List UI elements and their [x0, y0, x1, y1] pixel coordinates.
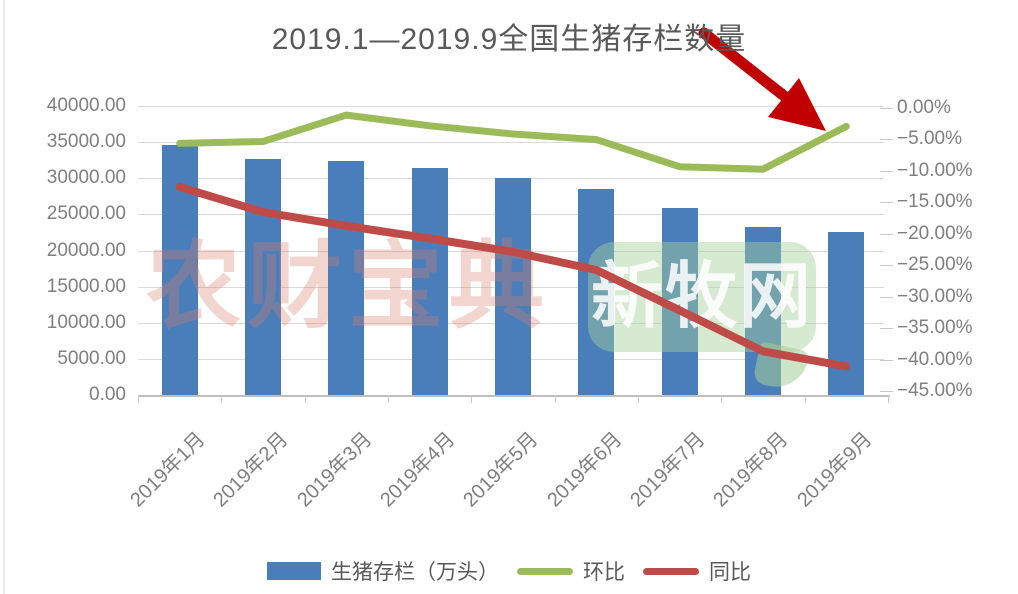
- y-axis-tick-label: 40000.00: [46, 95, 126, 116]
- secondary-axis-tick-label: −30.00%: [897, 285, 973, 307]
- secondary-axis-tick-label: −45.00%: [897, 380, 973, 401]
- axis-tick: [880, 296, 893, 298]
- secondary-axis-tick-label: −20.00%: [897, 222, 973, 244]
- legend-item-0: 生猪存栏（万头）: [267, 556, 499, 586]
- chart-title: 2019.1—2019.9全国生猪存栏数量: [271, 23, 747, 56]
- gridline: [138, 142, 884, 144]
- watermark-nongcaibaodian: 农财宝典: [146, 234, 551, 340]
- axis-tick: [880, 202, 893, 203]
- y-axis-tick-label: 10000.00: [46, 311, 126, 333]
- legend-line-swatch: [643, 567, 699, 575]
- y-axis-tick-label: 20000.00: [46, 239, 126, 261]
- x-axis-label: 2019年9月: [792, 428, 877, 512]
- legend-label: 同比: [709, 561, 751, 584]
- secondary-axis-tick-label: −40.00%: [897, 348, 973, 370]
- axis-tick: [880, 107, 893, 109]
- x-axis-label: 2019年6月: [542, 428, 627, 512]
- x-axis-label: 2019年5月: [459, 428, 543, 512]
- watermark-xinmuwang-bubble: 新牧网: [588, 242, 816, 352]
- legend-item-1: 环比: [517, 556, 625, 586]
- axis-tick: [880, 359, 893, 361]
- x-axis-label: 2019年1月: [126, 428, 210, 512]
- inventory-bar: [828, 231, 865, 395]
- axis-tick: [880, 233, 893, 235]
- y-axis-tick-label: 0.00: [89, 384, 126, 405]
- legend-item-2: 同比: [643, 556, 751, 586]
- axis-tick: [388, 395, 389, 403]
- secondary-axis-tick-label: −35.00%: [897, 317, 973, 338]
- axis-tick: [880, 265, 893, 266]
- y-axis-tick-label: 35000.00: [46, 131, 126, 153]
- x-axis-label: 2019年2月: [209, 428, 293, 512]
- axis-tick: [721, 395, 723, 403]
- axis-tick: [221, 395, 223, 403]
- y-axis-tick-label: 15000.00: [46, 275, 126, 297]
- x-axis-line: [138, 395, 890, 397]
- axis-tick: [304, 395, 306, 403]
- axis-tick: [138, 395, 139, 403]
- secondary-axis-tick-label: −5.00%: [897, 128, 962, 149]
- y-axis-tick-label: 30000.00: [46, 167, 126, 189]
- y-axis-tick-label: 25000.00: [46, 203, 126, 225]
- legend-bar-swatch: [267, 562, 321, 580]
- x-axis-label: 2019年8月: [709, 428, 793, 512]
- legend-line-swatch: [517, 567, 573, 575]
- x-axis-label: 2019年7月: [626, 428, 710, 512]
- axis-tick: [880, 139, 893, 140]
- legend-label: 生猪存栏（万头）: [331, 561, 499, 584]
- watermark-xinmuwang-text: 新牧网: [590, 257, 813, 337]
- axis-tick: [880, 170, 893, 172]
- gridline: [138, 106, 884, 107]
- axis-tick: [471, 395, 473, 403]
- chart-legend: 生猪存栏（万头） 环比 同比: [0, 556, 1018, 586]
- legend-label: 环比: [583, 561, 625, 584]
- y-axis-tick-label: 5000.00: [57, 347, 126, 369]
- page-edge-line: [3, 0, 5, 594]
- secondary-axis-tick-label: −10.00%: [897, 159, 973, 181]
- axis-tick: [804, 395, 806, 403]
- axis-tick: [880, 391, 893, 392]
- x-axis-label: 2019年3月: [292, 428, 377, 512]
- axis-tick: [554, 395, 556, 403]
- secondary-axis-tick-label: −25.00%: [897, 254, 973, 275]
- x-axis-label: 2019年4月: [376, 428, 460, 512]
- axis-tick: [880, 328, 893, 329]
- secondary-axis-tick-label: −15.00%: [897, 191, 973, 212]
- axis-tick: [638, 395, 639, 403]
- secondary-axis-tick-label: 0.00%: [897, 96, 951, 118]
- axis-tick: [888, 395, 889, 403]
